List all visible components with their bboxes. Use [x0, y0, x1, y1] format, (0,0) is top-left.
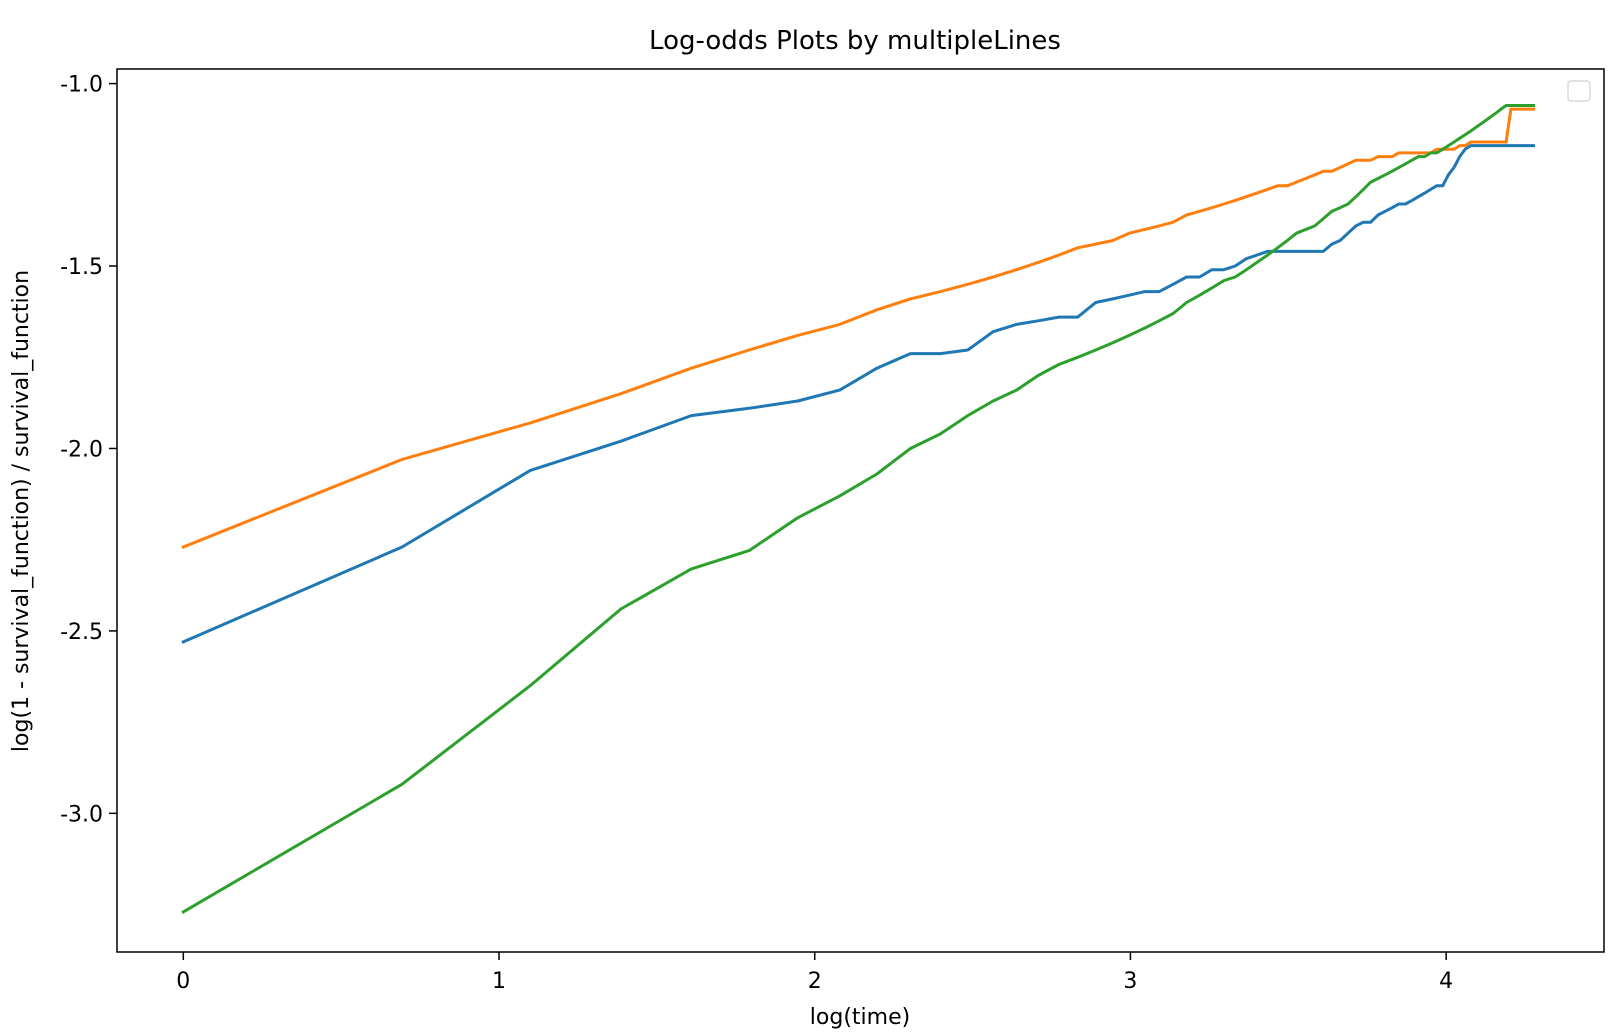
- x-axis-title: log(time): [810, 1005, 910, 1030]
- y-tick-label: -2.5: [60, 620, 103, 645]
- chart-title: Log-odds Plots by multipleLines: [649, 26, 1061, 56]
- series-line-2: [181, 107, 1536, 549]
- series-line-3: [181, 104, 1536, 914]
- x-tick-label: 1: [492, 969, 506, 994]
- x-tick-label: 4: [1439, 969, 1453, 994]
- legend-box: [1567, 80, 1591, 102]
- y-axis-ticks: -1.0 -1.5 -2.0 -2.5 -3.0: [60, 73, 117, 827]
- y-tick-label: -1.0: [60, 73, 103, 98]
- x-tick-label: 3: [1123, 969, 1137, 994]
- y-tick-label: -1.5: [60, 255, 103, 280]
- x-tick-label: 2: [808, 969, 822, 994]
- x-tick-label: 0: [176, 969, 190, 994]
- y-axis-title: log(1 - survival_function) / survival_fu…: [9, 270, 34, 752]
- y-tick-label: -3.0: [60, 802, 103, 827]
- plot-frame: [116, 68, 1605, 953]
- y-tick-label: -2.0: [60, 437, 103, 462]
- series-layer: [181, 104, 1536, 914]
- x-axis-ticks: 0 1 2 3 4: [176, 952, 1453, 994]
- series-line-1: [181, 144, 1536, 644]
